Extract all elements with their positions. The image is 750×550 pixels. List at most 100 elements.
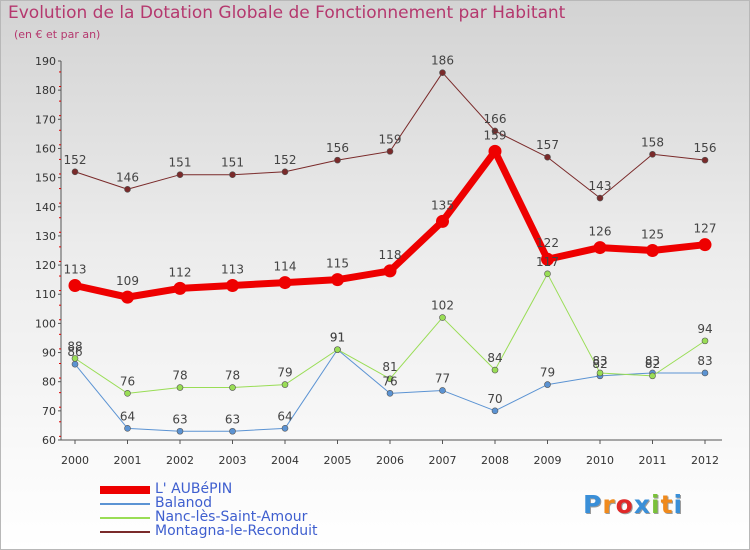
legend-swatch-balanod (100, 503, 150, 505)
data-label: 186 (431, 54, 454, 68)
data-label: 152 (274, 153, 297, 167)
logo-letter: i (651, 490, 661, 519)
data-point (176, 171, 184, 178)
data-label: 152 (64, 153, 87, 167)
data-point (649, 150, 656, 158)
data-label: 115 (326, 257, 349, 271)
data-point (281, 381, 289, 388)
data-point (544, 153, 551, 161)
logo-letter: x (633, 490, 651, 519)
data-point (229, 384, 236, 391)
logo-letter: t (660, 490, 674, 519)
data-point (68, 278, 82, 292)
logo-letter: i (673, 490, 684, 519)
data-point (121, 290, 134, 304)
data-point (71, 168, 79, 176)
data-point (491, 407, 499, 415)
chart-subtitle: (en € et par an) (14, 28, 101, 41)
legend-label-balanod: Balanod (155, 495, 212, 511)
data-point (646, 244, 659, 257)
data-label: 135 (431, 198, 454, 212)
y-tick-label: 190 (35, 55, 56, 68)
x-tick-label: 2004 (271, 454, 299, 467)
y-tick-label: 90 (42, 347, 56, 360)
x-tick-label: 2009 (534, 454, 562, 467)
data-label: 64 (120, 409, 135, 423)
x-tick-label: 2003 (219, 454, 247, 467)
data-point (701, 369, 709, 377)
x-tick-label: 2008 (481, 454, 509, 467)
data-label: 122 (536, 236, 559, 250)
data-label: 109 (116, 274, 139, 288)
data-point (439, 387, 446, 394)
legend-label-aubepin: L' AUBéPIN (155, 481, 233, 497)
data-label: 156 (694, 141, 717, 155)
data-label: 117 (536, 255, 559, 269)
data-label: 151 (221, 156, 244, 170)
x-tick-label: 2001 (114, 454, 142, 467)
x-tick-label: 2007 (429, 454, 457, 467)
data-point (593, 241, 607, 255)
x-tick-label: 2010 (586, 454, 614, 467)
data-label: 151 (169, 156, 192, 170)
data-point (176, 384, 184, 391)
data-label: 76 (120, 374, 135, 388)
data-point (488, 144, 502, 158)
data-point (596, 369, 604, 377)
y-tick-label: 170 (35, 113, 56, 126)
data-point (386, 375, 394, 383)
y-tick-label: 160 (35, 142, 56, 155)
data-label: 156 (326, 141, 349, 155)
data-point (124, 425, 131, 432)
data-label: 159 (484, 128, 507, 142)
data-label: 88 (67, 339, 82, 353)
data-point (544, 270, 551, 278)
data-label: 159 (379, 132, 402, 146)
data-label: 70 (487, 392, 502, 406)
data-label: 112 (169, 265, 192, 279)
logo-letter: P (583, 490, 603, 519)
data-point (541, 252, 554, 266)
y-tick-label: 70 (42, 405, 56, 418)
data-label: 64 (277, 409, 292, 423)
data-label: 126 (589, 225, 612, 239)
data-point (71, 355, 79, 362)
data-point (229, 427, 236, 435)
chart-title: Evolution de la Dotation Globale de Fonc… (8, 3, 566, 23)
data-point (491, 127, 499, 135)
data-point (649, 372, 656, 380)
data-point (334, 156, 341, 164)
data-label: 158 (641, 135, 664, 149)
data-label: 78 (225, 369, 240, 383)
data-point (701, 156, 709, 164)
data-label: 102 (431, 299, 454, 313)
y-tick-label: 80 (42, 376, 56, 389)
data-labels-layer: 152 146 151 151 152 156 159 186 166 157 143 158 156 8… (64, 54, 717, 427)
data-point (281, 168, 289, 176)
data-label: 143 (589, 179, 612, 193)
x-tick-label: 2000 (61, 454, 89, 467)
data-label: 146 (116, 170, 139, 184)
data-point (544, 381, 551, 388)
data-label: 63 (225, 412, 240, 426)
y-tick-label: 140 (35, 201, 56, 214)
data-label: 157 (536, 138, 559, 152)
data-label: 84 (487, 351, 502, 365)
data-point (226, 278, 239, 292)
legend-label-nanc: Nanc-lès-Saint-Amour (155, 509, 308, 525)
data-label: 113 (221, 262, 244, 276)
data-label: 78 (172, 369, 187, 383)
data-label: 79 (277, 366, 292, 380)
x-tick-label: 2011 (639, 454, 667, 467)
line-chart: 60 70 80 90 100 110 120 130 140 150 160 170 180 190 20… (35, 54, 722, 467)
data-label: 81 (382, 360, 397, 374)
data-point (701, 337, 709, 345)
y-tick-label: 110 (35, 288, 56, 301)
data-point (331, 273, 344, 287)
data-label: 82 (592, 357, 607, 371)
data-label: 82 (645, 357, 660, 371)
data-label: 83 (697, 354, 712, 368)
y-tick-label: 120 (35, 259, 56, 272)
data-label: 83 (645, 354, 660, 368)
data-point (383, 264, 397, 278)
